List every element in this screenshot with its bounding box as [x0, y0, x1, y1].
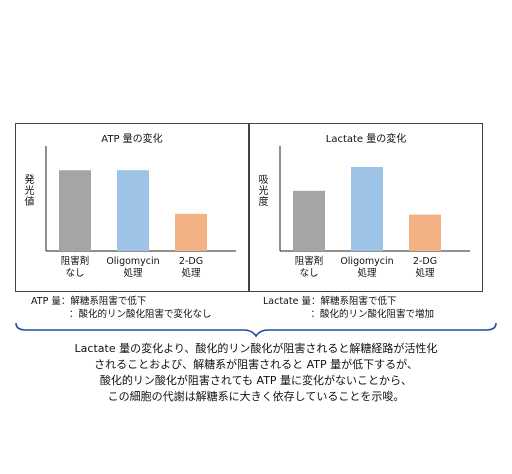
- summary-bracket: [15, 322, 497, 337]
- atp-chart-title: ATP 量の変化: [101, 134, 163, 145]
- summary-text: Lactate 量の変化より、酸化的リン酸化が阻害されると解糖経路が活性化 され…: [14, 341, 498, 405]
- bracket-line: [15, 322, 497, 337]
- x-tick-label: Oligomycin: [106, 256, 159, 267]
- x-tick-label: 処理: [415, 267, 435, 279]
- x-tick-label: 2-DG: [179, 256, 203, 267]
- x-tick-label: Oligomycin: [340, 256, 393, 267]
- bar: [175, 213, 207, 251]
- atp-y-axis-label: 発光値: [22, 174, 33, 207]
- x-tick-label: 阻害剤: [295, 255, 324, 267]
- summary-line: Lactate 量の変化より、酸化的リン酸化が阻害されると解糖経路が活性化 され…: [14, 341, 498, 405]
- lactate-caption: Lactate 量：解糖系阻害で低下 ：酸化的リン酸化阻害で増加: [263, 296, 435, 320]
- x-tick-label: 処理: [357, 267, 377, 279]
- bar: [293, 190, 325, 251]
- x-tick-label: 阻害剤: [61, 255, 90, 267]
- x-tick-label: なし: [65, 268, 84, 279]
- x-tick-label: 処理: [123, 267, 143, 279]
- lactate-chart-title: Lactate 量の変化: [325, 134, 407, 145]
- lactate-chart-panel: Lactate 量の変化 吸光度 阻害剤 なし Oligomycin 処理 2-DG 処理: [249, 123, 483, 292]
- summary-content: Lactate 量の変化より、酸化的リン酸化が阻害されると解糖経路が活性化 され…: [74, 342, 438, 403]
- x-tick-label: なし: [299, 268, 318, 279]
- bar: [117, 170, 149, 251]
- bar: [59, 170, 91, 251]
- bar: [409, 214, 441, 251]
- x-tick-label: 処理: [181, 267, 201, 279]
- atp-caption: ATP 量：解糖系阻害で低下 ：酸化的リン酸化阻害で変化なし: [31, 296, 212, 320]
- lactate-y-axis-label: 吸光度: [256, 174, 267, 207]
- bar: [351, 167, 383, 251]
- atp-chart-panel: ATP 量の変化 発光値 阻害剤 なし Oligomycin 処理 2-DG 処理: [15, 123, 249, 292]
- x-tick-label: 2-DG: [413, 256, 437, 267]
